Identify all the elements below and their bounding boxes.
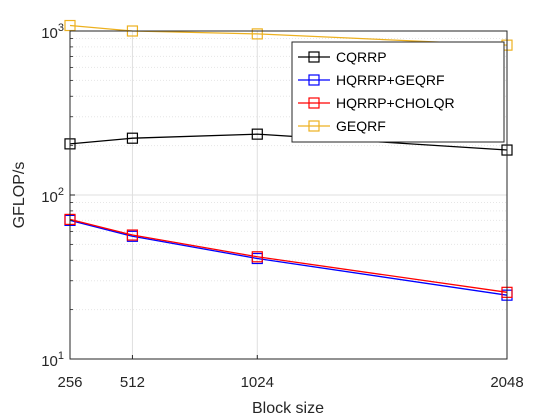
legend: CQRRP HQRRP+GEQRF HQRRP+CHOLQR GEQRF — [291, 41, 505, 143]
series-line — [69, 218, 508, 293]
legend-label: HQRRP+CHOLQR — [336, 95, 455, 111]
legend-marker — [308, 51, 320, 63]
ticks — [69, 30, 508, 360]
data-point-marker — [251, 28, 263, 40]
legend-marker — [308, 97, 320, 109]
y-tick-label: 102 — [41, 186, 64, 206]
data-point-marker — [126, 132, 139, 144]
y-tick-label: 101 — [41, 350, 64, 370]
legend-marker — [308, 120, 320, 132]
x-tick-label: 256 — [57, 374, 82, 391]
series-line — [69, 24, 508, 46]
y-tick-label: 103 — [41, 22, 64, 42]
y-axis-label: GFLOP/s — [11, 162, 28, 229]
legend-label: CQRRP — [336, 49, 387, 65]
x-axis-label: Block size — [252, 400, 324, 417]
x-tick-label: 2048 — [490, 374, 523, 391]
series-line — [69, 219, 508, 296]
data-point-marker — [251, 128, 263, 140]
tick-labels: 256 512 1024 2048 101 102 103 — [41, 22, 524, 391]
x-tick-label: 1024 — [241, 374, 274, 391]
data-point-marker — [126, 229, 139, 241]
legend-box — [291, 41, 505, 143]
data-point-marker — [251, 251, 263, 263]
legend-label: GEQRF — [336, 118, 386, 134]
x-tick-label: 512 — [120, 374, 145, 391]
legend-marker — [308, 74, 320, 86]
legend-label: HQRRP+GEQRF — [336, 72, 445, 88]
